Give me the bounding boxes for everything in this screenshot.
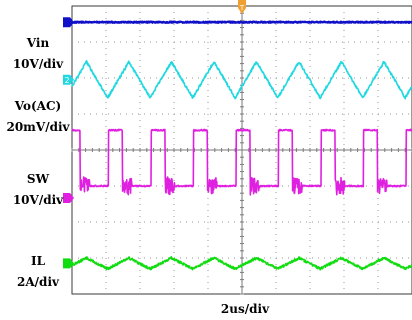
channel-scale: 20mV/div [6,120,70,134]
channel-scale: 10V/div [13,57,64,71]
channel-name: SW [27,172,50,186]
channel-scale: 2A/div [17,275,60,289]
channel-marker-icon [63,74,74,85]
channel-marker-icon [63,17,74,28]
trigger-marker-icon [238,0,246,14]
trace-il [71,256,412,271]
x-axis-label: 2us/div [221,302,270,316]
channel-marker-icon [63,258,74,269]
traces: 2 [63,17,412,271]
trace-sw [71,128,412,196]
trigger-marker-label: T [239,4,245,12]
channel-marker-icon [63,193,74,203]
channel-scale: 10V/div [13,193,64,207]
trace-vo-ac- [71,60,412,100]
channel-marker-label: 2 [64,76,69,85]
channel-name: Vin [26,36,50,50]
channel-name: Vo(AC) [14,99,61,113]
channel-name: IL [31,254,46,268]
trace-vin [71,20,412,24]
channel-labels: Vin 10V/div Vo(AC) 20mV/div SW 10V/div IL 2A/di… [6,36,70,289]
